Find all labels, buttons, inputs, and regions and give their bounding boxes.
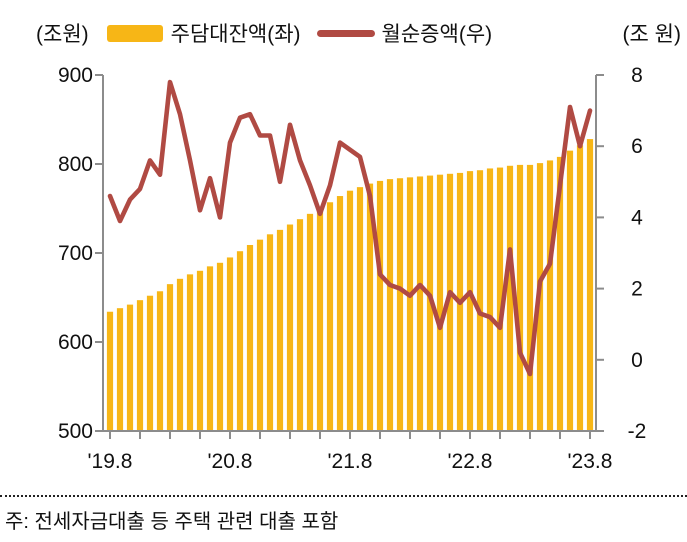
bar [296, 219, 304, 431]
bar [396, 178, 404, 431]
left-axis-tick-label: 700 [58, 242, 93, 265]
net-increase-line [107, 79, 593, 377]
bar-series-label: 주담대잔액(좌) [170, 23, 301, 46]
bar [576, 145, 584, 431]
bar [226, 257, 234, 431]
bar [266, 234, 274, 431]
bar [246, 244, 254, 431]
footnote-text: 주: 전세자금대출 등 주택 관련 대출 포함 [5, 511, 339, 533]
bar [126, 304, 134, 431]
bar [206, 266, 214, 431]
bar [446, 173, 454, 432]
combo-chart: 900 800 700 600 500 8 6 4 2 0 -2 '19.8 '20.8 '21.8 '22… [58, 64, 647, 473]
x-axis-tick-label: '20.8 [208, 450, 253, 473]
x-axis-tick-label: '21.8 [328, 450, 373, 473]
bar [286, 224, 294, 431]
bar [486, 168, 494, 431]
bar [146, 295, 154, 431]
bar [386, 179, 394, 431]
bar [376, 180, 384, 431]
bar [136, 300, 144, 431]
bar [336, 196, 344, 431]
bar [176, 278, 184, 431]
right-axis-tick-label: -2 [628, 420, 647, 443]
left-axis-tick-label: 600 [58, 331, 93, 354]
right-axis-tick-label: 8 [631, 64, 643, 87]
bar [306, 213, 314, 431]
bar [316, 208, 324, 431]
bar [326, 202, 334, 431]
bar [106, 311, 114, 431]
bar [346, 190, 354, 431]
bar [166, 284, 174, 431]
bar [156, 291, 164, 431]
bar [436, 174, 444, 431]
chart-legend: (조원) 주담대잔액(좌) 월순증액(우) (조 원) [0, 16, 687, 50]
bar-series-swatch [106, 24, 163, 42]
bar [116, 308, 124, 431]
bar [196, 270, 204, 431]
x-axis-tick-label: '19.8 [88, 450, 133, 473]
footnote-divider: 주: 전세자금대출 등 주택 관련 대출 포함 [0, 495, 687, 542]
line-series-label: 월순증액(우) [381, 23, 493, 46]
bar [496, 167, 504, 431]
bar [406, 177, 414, 431]
bar [466, 171, 474, 431]
bar [366, 183, 374, 431]
x-axis-tick-label: '23.8 [568, 450, 613, 473]
bar [276, 229, 284, 431]
right-axis-unit-label: (조 원) [622, 23, 681, 46]
right-axis-tick-label: 6 [631, 135, 643, 158]
bar [506, 165, 514, 431]
right-axis-tick-label: 0 [631, 349, 643, 372]
bar [416, 176, 424, 431]
chart-canvas: 900 800 700 600 500 8 6 4 2 0 -2 '19.8 '20.8 '21.8 '22… [58, 64, 647, 473]
bar [516, 164, 524, 431]
x-axis-tick-label: '22.8 [448, 450, 493, 473]
bar [256, 239, 264, 431]
right-axis-tick-label: 4 [631, 206, 643, 229]
bar [526, 164, 534, 431]
bar [476, 170, 484, 432]
bar [546, 160, 554, 431]
left-axis-tick-label: 900 [58, 64, 93, 87]
line-series-swatch [316, 29, 375, 37]
bar [556, 156, 564, 431]
bar [356, 187, 364, 431]
left-axis-tick-label: 500 [58, 420, 93, 443]
bar [216, 262, 224, 431]
left-axis-unit-label: (조원) [36, 23, 89, 46]
bar [236, 251, 244, 431]
bar [566, 150, 574, 431]
right-axis-tick-label: 2 [631, 278, 643, 301]
bar [186, 274, 194, 431]
bar [586, 139, 594, 431]
left-axis-tick-label: 800 [58, 153, 93, 176]
